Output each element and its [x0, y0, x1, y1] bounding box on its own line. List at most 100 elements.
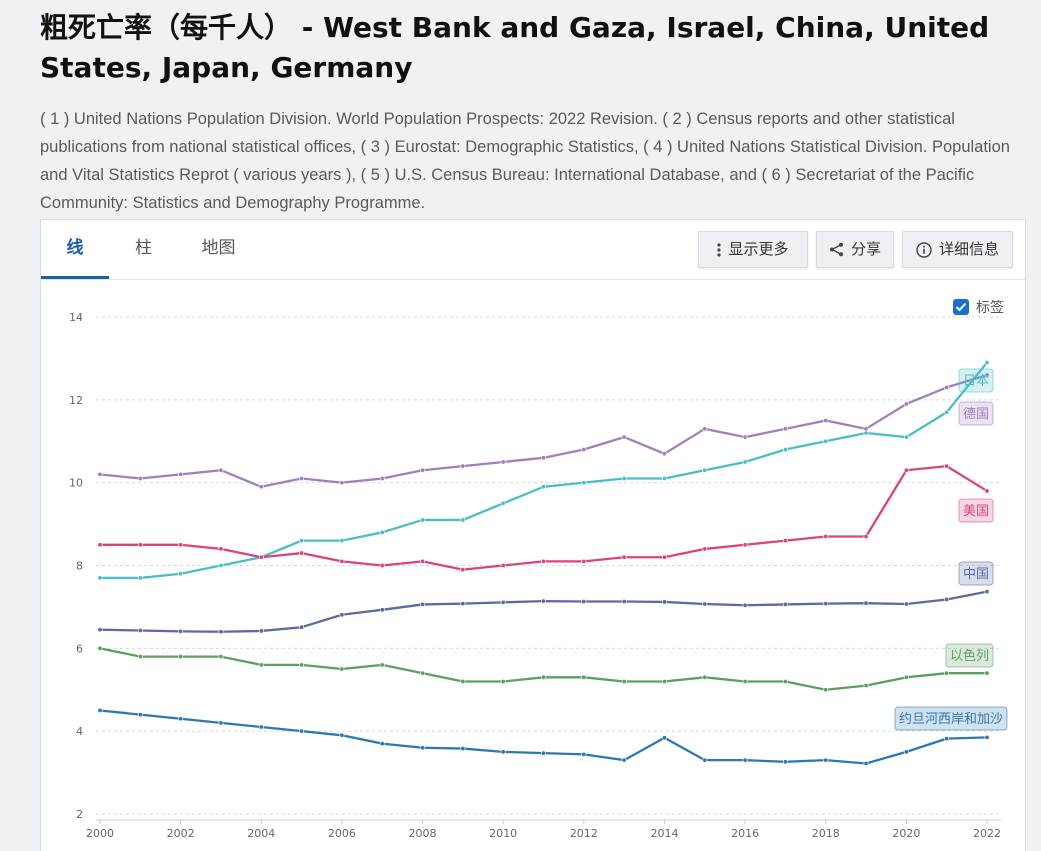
- data-point: [621, 599, 627, 605]
- data-point: [339, 612, 345, 618]
- data-point: [944, 596, 950, 602]
- data-point: [823, 601, 829, 607]
- x-tick-label: 2010: [489, 827, 517, 840]
- data-point: [742, 542, 748, 548]
- tab-bar[interactable]: 柱: [135, 238, 152, 258]
- series-end-label: 日本: [963, 374, 989, 389]
- data-point: [137, 476, 143, 482]
- data-point: [944, 409, 950, 415]
- data-point: [460, 746, 466, 752]
- data-point: [178, 542, 184, 548]
- data-point: [299, 550, 305, 556]
- data-point: [702, 674, 708, 680]
- data-point: [863, 430, 869, 436]
- data-point: [218, 467, 224, 473]
- data-point: [581, 558, 587, 564]
- more-vertical-icon: [717, 242, 722, 257]
- series-line: [100, 361, 988, 580]
- data-point: [782, 426, 788, 432]
- data-point: [661, 554, 667, 560]
- data-point: [782, 447, 788, 453]
- series-line: [99, 647, 987, 691]
- data-point: [339, 666, 345, 672]
- data-point: [379, 562, 385, 568]
- series-line: [99, 373, 988, 488]
- x-tick-label: 2012: [570, 827, 598, 840]
- data-point: [420, 517, 426, 523]
- data-point: [863, 534, 869, 540]
- data-point: [258, 484, 264, 490]
- data-point: [299, 728, 305, 734]
- data-point: [823, 687, 829, 693]
- data-point: [823, 757, 829, 763]
- share-icon: [829, 242, 844, 257]
- source-note: ( 1 ) United Nations Population Division…: [40, 110, 1010, 212]
- y-tick-label: 14: [69, 311, 83, 324]
- data-point: [742, 678, 748, 684]
- share-button[interactable]: 分享: [816, 231, 894, 268]
- data-point: [621, 434, 627, 440]
- data-point: [944, 463, 950, 469]
- data-point: [903, 601, 909, 607]
- tab-map[interactable]: 地图: [201, 238, 236, 258]
- show-more-label: 显示更多: [728, 240, 789, 258]
- series-end-label: 美国: [963, 504, 989, 519]
- data-point: [460, 517, 466, 523]
- details-label: 详细信息: [938, 240, 999, 258]
- x-tick-label: 2022: [973, 827, 1001, 840]
- data-point: [97, 542, 103, 548]
- page-title: 粗死亡率（每千人） - West Bank and Gaza, Israel, …: [40, 11, 990, 84]
- data-point: [944, 670, 950, 676]
- data-point: [299, 624, 305, 630]
- show-more-button[interactable]: 显示更多: [698, 231, 808, 268]
- data-point: [984, 488, 990, 494]
- y-tick-label: 2: [76, 808, 83, 821]
- data-point: [621, 476, 627, 482]
- info-icon: [916, 241, 932, 258]
- data-point: [661, 678, 667, 684]
- data-point: [420, 745, 426, 751]
- data-point: [782, 759, 788, 765]
- data-point: [137, 654, 143, 660]
- data-point: [702, 467, 708, 473]
- labels-checkbox[interactable]: [953, 299, 969, 315]
- data-point: [339, 558, 345, 564]
- data-point: [218, 546, 224, 552]
- data-point: [661, 451, 667, 457]
- tab-line[interactable]: 线: [41, 220, 109, 279]
- data-point: [863, 683, 869, 689]
- data-point: [581, 599, 587, 605]
- data-point: [339, 480, 345, 486]
- chart-card: 线 柱 地图 显示更多 分享 详细信息: [40, 219, 1026, 851]
- data-point: [661, 476, 667, 482]
- y-tick-label: 8: [76, 560, 83, 573]
- data-point: [258, 554, 264, 560]
- data-point: [944, 384, 950, 390]
- labels-toggle[interactable]: 标签: [953, 297, 1004, 317]
- data-point: [984, 734, 990, 740]
- data-point: [742, 434, 748, 440]
- data-point: [460, 463, 466, 469]
- data-point: [903, 434, 909, 440]
- data-point: [540, 558, 546, 564]
- data-point: [97, 471, 103, 477]
- data-point: [258, 628, 264, 634]
- data-point: [299, 538, 305, 544]
- data-point: [540, 750, 546, 756]
- data-point: [500, 500, 506, 506]
- data-point: [661, 735, 667, 741]
- data-point: [823, 438, 829, 444]
- data-point: [702, 426, 708, 432]
- data-point: [178, 716, 184, 722]
- data-point: [500, 459, 506, 465]
- data-point: [379, 662, 385, 668]
- data-point: [903, 401, 909, 407]
- data-point: [137, 542, 143, 548]
- data-point: [379, 741, 385, 747]
- data-point: [984, 670, 990, 676]
- data-point: [621, 678, 627, 684]
- data-point: [460, 567, 466, 573]
- series-label-box: [958, 498, 994, 523]
- details-button[interactable]: 详细信息: [902, 231, 1013, 268]
- data-point: [178, 628, 184, 634]
